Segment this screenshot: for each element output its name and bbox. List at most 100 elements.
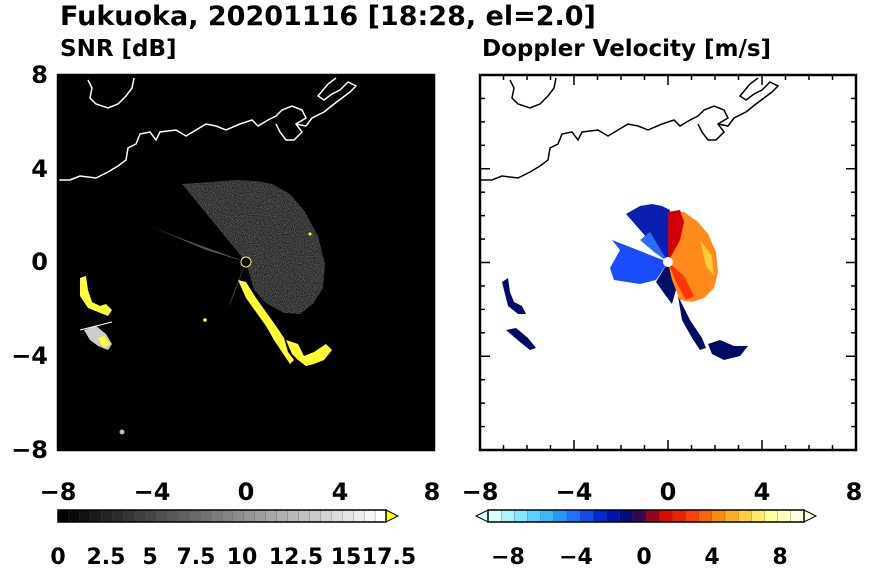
- snr-echo-fan: [182, 180, 325, 314]
- snr-panel: SNR [dB] 8 4 0: [11, 36, 440, 570]
- snr-colorbar-segment: [309, 509, 322, 523]
- doppler-colorbar-segment: [632, 509, 647, 523]
- snr-isolated-echo: [119, 429, 125, 435]
- snr-ray-3: [194, 254, 247, 263]
- snr-colorbar: [57, 509, 400, 523]
- doppler-colorbar: [474, 509, 818, 523]
- doppler-colorbar-segment: [751, 509, 766, 523]
- snr-colorbar-segment: [287, 509, 300, 523]
- snr-colorbar-segment: [243, 509, 256, 523]
- doppler-colorbar-segment: [764, 509, 779, 523]
- snr-coastline: [58, 77, 358, 181]
- doppler-colorbar-tick: 4: [704, 545, 719, 570]
- doppler-coastline: [480, 77, 780, 181]
- doppler-colorbar-segment: [777, 509, 792, 523]
- snr-colorbar-segment: [90, 509, 103, 523]
- doppler-approaching-west: [610, 240, 668, 284]
- snr-colorbar-segment: [134, 509, 147, 523]
- figure-title: Fukuoka, 20201116 [18:28, el=2.0]: [60, 1, 596, 32]
- snr-colorbar-segment: [265, 509, 278, 523]
- snr-colorbar-segment: [298, 509, 311, 523]
- snr-streak-southeast: [286, 340, 332, 366]
- doppler-approaching-inner: [640, 232, 668, 262]
- snr-isolated-echo-2: [203, 318, 207, 322]
- snr-colorbar-segment: [210, 509, 223, 523]
- doppler-colorbar-segment: [724, 509, 739, 523]
- snr-cluster-west-core: [98, 336, 110, 348]
- snr-ytick-label: 8: [31, 61, 48, 89]
- doppler-colorbar-tick: −4: [559, 545, 593, 570]
- doppler-streak-south: [678, 296, 706, 350]
- snr-colorbar-segment: [232, 509, 245, 523]
- snr-colorbar-segment: [353, 509, 365, 523]
- snr-ytick-label: −8: [11, 436, 48, 464]
- doppler-colorbar-tick: −8: [491, 545, 525, 570]
- doppler-colorbar-segment: [738, 509, 752, 523]
- doppler-xtick-label: 8: [846, 478, 863, 506]
- snr-colorbar-tick: 7.5: [177, 545, 216, 570]
- doppler-colorbar-under-triangle: [474, 509, 489, 523]
- snr-colorbar-segment: [342, 509, 354, 523]
- doppler-colorbar-over-triangle: [803, 509, 818, 523]
- snr-xtick-label: −8: [40, 478, 77, 506]
- snr-colorbar-tick: 12.5: [269, 545, 323, 570]
- doppler-xtick-label: −8: [462, 478, 499, 506]
- snr-streak-west: [80, 276, 112, 316]
- doppler-radar-site: [663, 257, 673, 267]
- snr-axis-ticks: [57, 74, 435, 451]
- doppler-colorbar-segment: [593, 509, 608, 523]
- snr-colorbar-segment: [123, 509, 136, 523]
- doppler-panel: Doppler Velocity [m/s] −8 −4 0 4: [462, 36, 863, 570]
- snr-colorbar-segment: [254, 509, 267, 523]
- snr-colorbar-segment: [68, 509, 81, 523]
- snr-ytick-label: 0: [31, 248, 48, 276]
- doppler-colorbar-tick: 8: [772, 545, 787, 570]
- snr-echo-spoke-south: [228, 262, 246, 308]
- snr-colorbar-segment: [199, 509, 212, 523]
- snr-colorbar-segment: [79, 509, 92, 523]
- doppler-colorbar-tick: 0: [636, 545, 651, 570]
- snr-xtick-label: 4: [332, 478, 349, 506]
- snr-streak-south: [238, 280, 294, 364]
- snr-colorbar-tick: 15: [331, 545, 362, 570]
- doppler-axis-ticks: [479, 74, 857, 451]
- snr-colorbar-segment: [112, 509, 125, 523]
- snr-colorbar-segment: [178, 509, 190, 523]
- doppler-colorbar-segment: [685, 509, 700, 523]
- snr-colorbar-tick: 10: [227, 545, 258, 570]
- doppler-colorbar-segment: [487, 509, 502, 523]
- doppler-streak-southeast: [708, 340, 748, 360]
- doppler-colorbar-segment: [553, 509, 568, 523]
- snr-ray-1: [181, 221, 247, 263]
- snr-panel-title: SNR [dB]: [60, 36, 177, 62]
- snr-xtick-label: 0: [238, 478, 255, 506]
- snr-colorbar-segment: [156, 509, 168, 523]
- snr-colorbar-tick: 17.5: [362, 545, 416, 570]
- doppler-receding-core: [668, 210, 684, 262]
- snr-xtick-label: 8: [424, 478, 441, 506]
- snr-colorbar-segment: [221, 509, 234, 523]
- snr-colorbar-segment: [145, 509, 158, 523]
- snr-colorbar-segment: [363, 509, 376, 523]
- doppler-colorbar-segment: [566, 509, 581, 523]
- snr-colorbar-tick: 5: [142, 545, 157, 570]
- doppler-xtick-label: 0: [660, 478, 677, 506]
- snr-colorbar-segment: [189, 509, 201, 523]
- doppler-streak-west: [502, 278, 526, 314]
- snr-colorbar-frame: [57, 509, 387, 523]
- doppler-colorbar-segment: [540, 509, 555, 523]
- doppler-colorbar-segment: [659, 509, 673, 523]
- doppler-panel-title: Doppler Velocity [m/s]: [482, 36, 771, 62]
- snr-radar-site: [240, 256, 252, 268]
- doppler-receding-edge: [700, 240, 714, 276]
- snr-ytick-label: 4: [31, 155, 48, 183]
- doppler-colorbar-segment: [606, 509, 621, 523]
- snr-colorbar-segment: [167, 509, 179, 523]
- doppler-colorbar-segment: [514, 509, 529, 523]
- snr-colorbar-tick: 0: [50, 545, 65, 570]
- doppler-colorbar-segment: [501, 509, 515, 523]
- doppler-colorbar-segment: [619, 509, 634, 523]
- doppler-colorbar-frame: [487, 509, 805, 523]
- doppler-colorbar-segment: [580, 509, 594, 523]
- snr-colorbar-segment: [374, 509, 387, 523]
